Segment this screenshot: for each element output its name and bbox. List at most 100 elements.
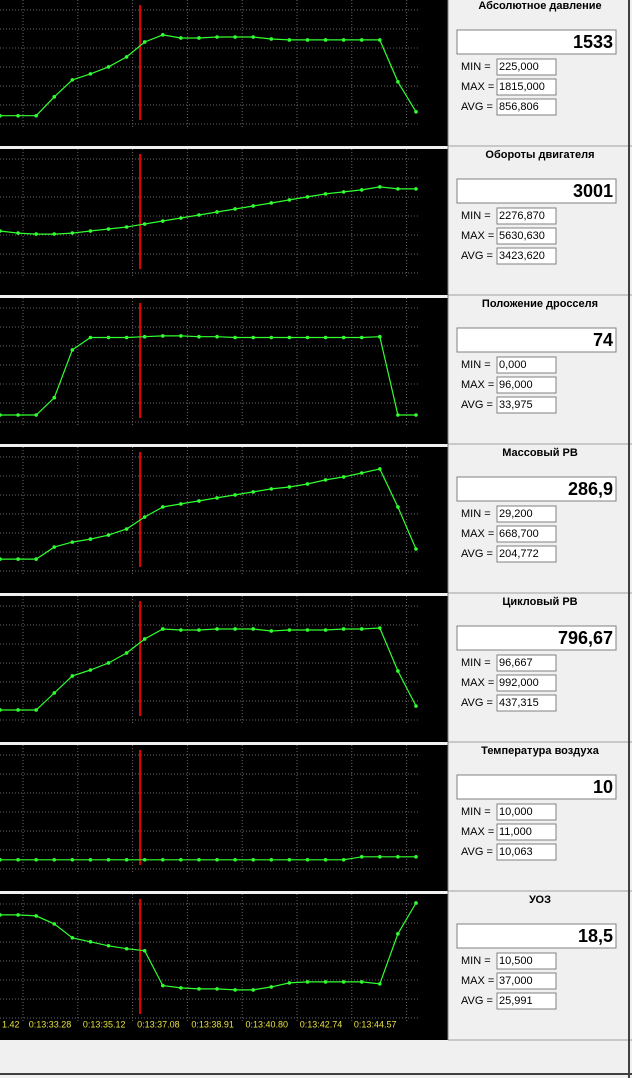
trace-point — [287, 335, 292, 340]
stat-label: MAX = — [461, 975, 494, 987]
stat-value: 1815,000 — [499, 81, 545, 93]
stat-box — [496, 803, 557, 821]
trace-point — [70, 857, 75, 862]
stat-value: 856,806 — [499, 101, 539, 113]
trace-point — [414, 704, 418, 708]
trace-point — [34, 914, 38, 918]
trace-point — [179, 857, 183, 862]
trace-point — [179, 628, 183, 632]
trace-point — [287, 857, 292, 862]
trace-point — [52, 545, 57, 549]
trace-point — [88, 72, 93, 76]
stat-value: 96,000 — [499, 379, 533, 391]
trace-point — [305, 857, 310, 862]
stat-value: 0,000 — [499, 359, 527, 371]
stat-box — [496, 376, 557, 394]
trace-point — [359, 854, 364, 859]
stat-value: 225,000 — [499, 61, 539, 73]
stat-label: MIN = — [461, 210, 491, 222]
trace-line — [0, 186, 416, 235]
trace-point — [341, 980, 346, 984]
chart-area — [0, 894, 448, 1040]
trace-point — [378, 467, 382, 471]
stat-box — [496, 525, 557, 543]
value-box — [456, 178, 617, 204]
trace-point — [269, 201, 274, 205]
trace-point — [106, 533, 111, 537]
trace-point — [52, 95, 57, 99]
trace-point — [305, 38, 310, 42]
trace-line — [0, 34, 417, 117]
trace-point — [52, 857, 57, 862]
trace-point — [269, 487, 274, 491]
trace-point — [251, 988, 256, 992]
value-box — [456, 923, 617, 949]
trace-point — [287, 198, 292, 202]
trace-point — [160, 505, 165, 509]
trace-point — [197, 213, 201, 217]
stat-label: AVG = — [461, 846, 493, 858]
stat-box — [496, 356, 557, 374]
trace-point — [106, 661, 111, 665]
current-value: 796,67 — [558, 628, 613, 648]
stat-value: 33,975 — [499, 399, 533, 411]
stat-label: MAX = — [461, 528, 494, 540]
chart-area — [0, 745, 448, 891]
stat-label: MAX = — [461, 826, 494, 838]
stat-label: MIN = — [461, 508, 491, 520]
stat-label: AVG = — [461, 548, 493, 560]
trace-point — [378, 334, 382, 339]
current-value: 10 — [593, 777, 613, 797]
stat-label: MIN = — [461, 657, 491, 669]
trace-point — [16, 413, 20, 417]
trace-point — [88, 668, 93, 672]
trace-point — [359, 627, 364, 631]
trace-point — [215, 987, 219, 991]
trace-point — [414, 109, 418, 114]
trace-point — [269, 335, 274, 340]
trace-point — [359, 335, 364, 340]
trace-point — [70, 540, 75, 544]
trace-point — [323, 38, 328, 42]
trace-point — [179, 334, 183, 338]
panel-title: Обороты двигателя — [485, 149, 594, 161]
trace-point — [34, 557, 38, 561]
trace-point — [215, 496, 219, 500]
stat-box — [496, 823, 557, 841]
trace-point — [0, 413, 2, 417]
trace-line — [0, 335, 416, 416]
trace-point — [106, 335, 111, 340]
stat-label: AVG = — [461, 995, 493, 1007]
trace-point — [378, 982, 382, 986]
trace-point — [0, 913, 2, 917]
trace-point — [124, 55, 129, 59]
current-value: 1533 — [573, 32, 613, 52]
trace-point — [378, 854, 382, 859]
trace-point — [16, 857, 20, 862]
panel-title: Температура воздуха — [481, 745, 600, 757]
stat-label: MAX = — [461, 230, 494, 242]
trace-point — [341, 627, 346, 631]
trace-point — [359, 188, 364, 192]
trace-point — [251, 335, 256, 340]
chart-area — [0, 596, 448, 742]
trace-point — [179, 36, 183, 40]
trace-point — [215, 334, 219, 339]
trace-point — [323, 335, 328, 340]
trace-point — [52, 395, 57, 400]
trace-point — [52, 922, 57, 926]
trace-point — [160, 33, 165, 37]
panel-title: УОЗ — [529, 894, 551, 906]
stat-value: 2276,870 — [499, 210, 545, 222]
time-label: 0:13:35.12 — [83, 1019, 126, 1029]
trace-point — [34, 113, 38, 118]
current-value: 74 — [593, 330, 613, 350]
trace-point — [0, 857, 2, 862]
trace-point — [16, 913, 20, 917]
stat-value: 96,667 — [499, 657, 533, 669]
trace-point — [233, 857, 237, 862]
trace-point — [34, 708, 38, 712]
trace-point — [197, 987, 201, 991]
trace-point — [0, 708, 2, 712]
